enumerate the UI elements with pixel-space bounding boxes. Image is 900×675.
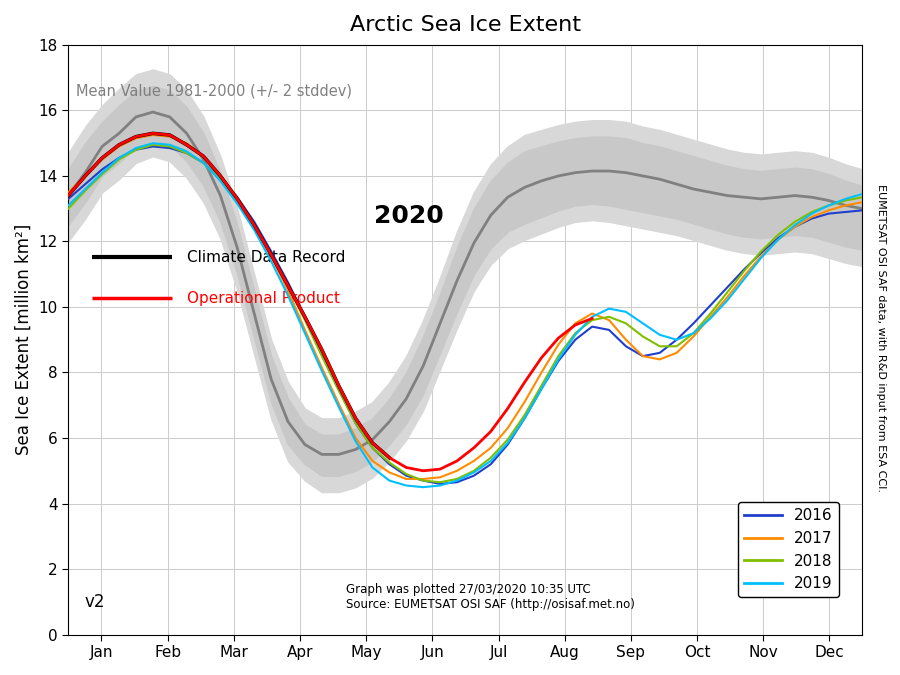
Legend: 2016, 2017, 2018, 2019: 2016, 2017, 2018, 2019 xyxy=(738,502,839,597)
Title: Arctic Sea Ice Extent: Arctic Sea Ice Extent xyxy=(350,15,580,35)
Text: v2: v2 xyxy=(85,593,104,611)
Text: Graph was plotted 27/03/2020 10:35 UTC
Source: EUMETSAT OSI SAF (http://osisaf.m: Graph was plotted 27/03/2020 10:35 UTC S… xyxy=(346,583,635,611)
Text: Climate Data Record: Climate Data Record xyxy=(187,250,346,265)
Text: 2020: 2020 xyxy=(374,204,444,228)
Text: Mean Value 1981-2000 (+/- 2 stddev): Mean Value 1981-2000 (+/- 2 stddev) xyxy=(76,83,352,99)
Text: Operational Product: Operational Product xyxy=(187,291,340,306)
Y-axis label: Sea Ice Extent [million km²]: Sea Ice Extent [million km²] xyxy=(15,224,33,456)
Text: EUMETSAT OSI SAF data, with R&D input from ESA CCI.: EUMETSAT OSI SAF data, with R&D input fr… xyxy=(877,184,886,491)
